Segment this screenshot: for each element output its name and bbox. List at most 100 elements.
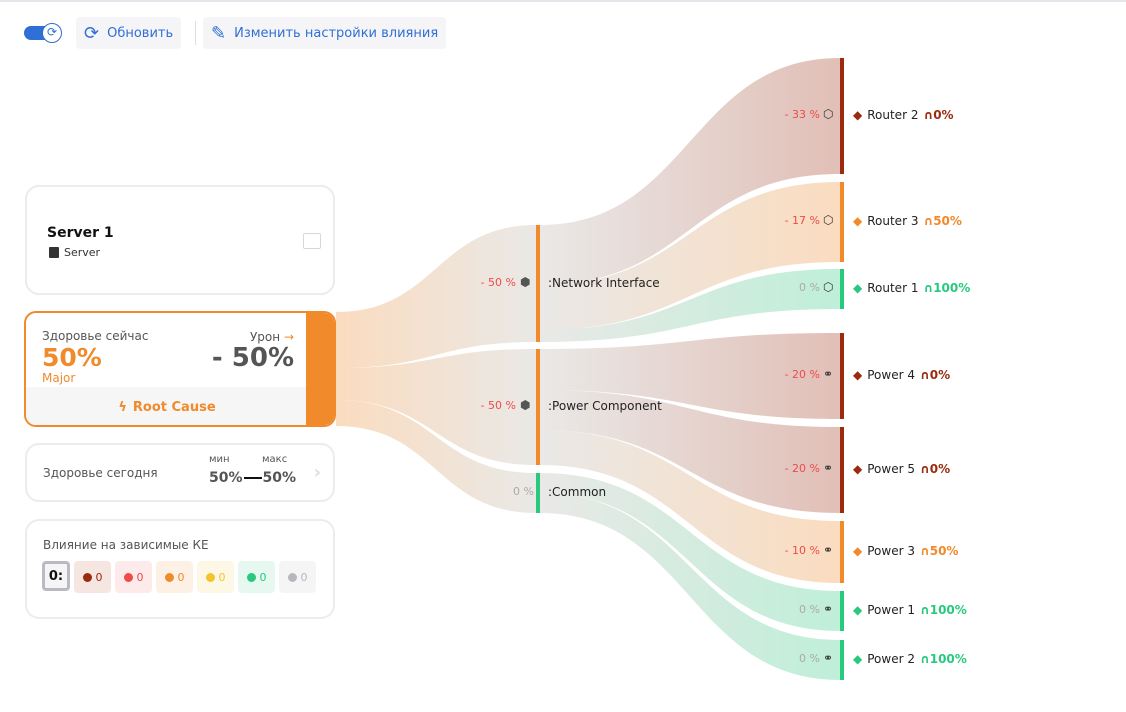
min-label: мин xyxy=(209,454,230,465)
target-node-bar[interactable] xyxy=(840,182,844,262)
target-node-label[interactable]: ◆ Router 2 ∩0% xyxy=(853,108,954,122)
target-impact-pct: 0 % xyxy=(799,603,820,616)
severity-label: Major xyxy=(42,371,76,385)
target-health-value: 0% xyxy=(933,108,954,122)
target-impact-pct: - 20 % xyxy=(784,368,820,381)
target-node-label[interactable]: ◆ Power 1 ∩100% xyxy=(853,603,967,617)
target-impact-pct: - 20 % xyxy=(784,462,820,475)
top-divider xyxy=(0,0,1126,2)
damage-label: Урон → xyxy=(250,330,294,344)
flow-to-power-4[interactable] xyxy=(540,333,840,419)
middle-node-bar[interactable] xyxy=(536,225,540,342)
hexagon-icon: ⬡ xyxy=(823,107,834,121)
root-cause-button[interactable]: ϟ Root Cause xyxy=(26,387,308,425)
refresh-button[interactable]: ⟳ Обновить xyxy=(76,17,182,49)
arrow-right-icon: → xyxy=(283,330,294,344)
status-dot-icon xyxy=(164,572,174,582)
middle-impact-pct: - 50 % xyxy=(480,399,516,412)
target-impact-pct: - 33 % xyxy=(784,108,820,121)
flow-server-network[interactable] xyxy=(336,225,536,368)
impact-chip[interactable]: 0 xyxy=(238,561,275,593)
middle-node-label[interactable]: :Power Component xyxy=(548,399,662,413)
layers-icon: ◆ xyxy=(853,544,863,558)
middle-node-label[interactable]: :Network Interface xyxy=(548,275,660,290)
damage-label-text: Урон xyxy=(249,330,281,344)
target-node-bar[interactable] xyxy=(840,521,844,583)
flow-server-common[interactable] xyxy=(336,400,536,513)
target-name: Power 4 xyxy=(867,368,915,382)
target-node-bar[interactable] xyxy=(840,427,844,513)
target-impact-pct: - 17 % xyxy=(784,214,820,227)
layers-icon: ◆ xyxy=(853,603,863,617)
impact-card: Влияние на зависимые КЕ 0: 0 0 0 0 0 0 xyxy=(25,519,335,619)
health-today-card[interactable]: Здоровье сегодня мин макс 50% 50% › xyxy=(25,443,335,502)
health-now-card: Здоровье сейчас 50% Major Урон → - 50% ϟ… xyxy=(24,311,336,427)
target-health: ∩100% xyxy=(923,281,970,295)
flow-to-router-1[interactable] xyxy=(540,269,840,342)
flow-to-power-3[interactable] xyxy=(540,430,840,583)
target-name: Power 2 xyxy=(867,652,915,666)
impact-chip[interactable]: 0 xyxy=(279,561,316,593)
target-node-label[interactable]: ◆ Power 4 ∩0% xyxy=(853,368,950,382)
target-node-bar[interactable] xyxy=(840,640,844,680)
flow-to-router-2[interactable] xyxy=(540,58,840,285)
target-node-label[interactable]: ◆ Power 5 ∩0% xyxy=(853,462,950,476)
target-node-label[interactable]: ◆ Router 3 ∩50% xyxy=(853,214,962,228)
target-node-label[interactable]: ◆ Power 3 ∩50% xyxy=(853,544,958,558)
middle-impact-pct: - 50 % xyxy=(480,275,516,289)
damage-value: - 50% xyxy=(211,343,294,373)
target-name: Router 2 xyxy=(867,108,919,122)
circles-icon: ⚭ xyxy=(823,543,834,557)
impact-chip[interactable]: 0 xyxy=(115,561,152,593)
impact-settings-button[interactable]: ✎ Изменить настройки влияния xyxy=(203,17,447,49)
health-arc-icon: ∩ xyxy=(919,368,930,382)
middle-node-label[interactable]: :Common xyxy=(548,485,607,499)
circles-icon: ⚭ xyxy=(823,651,834,665)
flow-to-power-5[interactable] xyxy=(540,390,840,513)
target-name: Power 3 xyxy=(867,544,915,558)
target-node-label[interactable]: ◆ Router 1 ∩100% xyxy=(853,281,970,295)
target-health: ∩0% xyxy=(923,108,953,122)
target-node-bar[interactable] xyxy=(840,58,844,174)
middle-node-bar[interactable] xyxy=(536,473,540,513)
chip-count: 0 xyxy=(218,570,226,584)
ci-type: Server xyxy=(49,246,100,259)
open-external-icon[interactable] xyxy=(303,233,321,249)
layers-icon: ◆ xyxy=(853,368,863,382)
health-now-value: 50% xyxy=(42,343,102,372)
target-node-label[interactable]: ◆ Power 2 ∩100% xyxy=(853,652,967,666)
target-health-value: 100% xyxy=(929,652,967,666)
flow-server-power[interactable] xyxy=(336,349,536,465)
auto-refresh-toggle[interactable]: ⟳ xyxy=(24,23,62,43)
status-dot-icon xyxy=(123,572,133,582)
health-range: 50% 50% xyxy=(209,470,296,486)
impact-chip[interactable]: 0 xyxy=(156,561,193,593)
impact-chips: 0: 0 0 0 0 0 0 xyxy=(42,561,316,593)
health-arc-icon: ∩ xyxy=(923,108,934,122)
target-impact-pct: 0 % xyxy=(799,652,820,665)
hexagon-filled-icon: ⬢ xyxy=(520,398,531,412)
source-node-bar xyxy=(306,313,334,425)
impact-chip[interactable]: 0 xyxy=(197,561,234,593)
impact-label: Влияние на зависимые КЕ xyxy=(43,538,209,552)
chevron-right-icon[interactable]: › xyxy=(313,462,321,483)
layers-icon: ◆ xyxy=(853,652,863,666)
impact-chip[interactable]: 0 xyxy=(74,561,111,593)
flow-to-power-2[interactable] xyxy=(540,493,840,680)
target-health-value: 0% xyxy=(929,462,951,476)
target-health: ∩0% xyxy=(920,368,950,382)
target-name: Power 5 xyxy=(867,462,915,476)
flow-to-power-1[interactable] xyxy=(540,473,840,631)
target-node-bar[interactable] xyxy=(840,591,844,631)
settings-label: Изменить настройки влияния xyxy=(234,25,439,41)
flow-to-router-3[interactable] xyxy=(540,182,840,330)
health-arc-icon: ∩ xyxy=(919,462,930,476)
layers-icon: ◆ xyxy=(853,281,863,295)
target-node-bar[interactable] xyxy=(840,269,844,309)
middle-node-bar[interactable] xyxy=(536,349,540,465)
target-name: Router 1 xyxy=(867,281,919,295)
impact-total[interactable]: 0: xyxy=(42,561,70,591)
toolbar-separator xyxy=(195,21,196,45)
target-node-bar[interactable] xyxy=(840,333,844,419)
